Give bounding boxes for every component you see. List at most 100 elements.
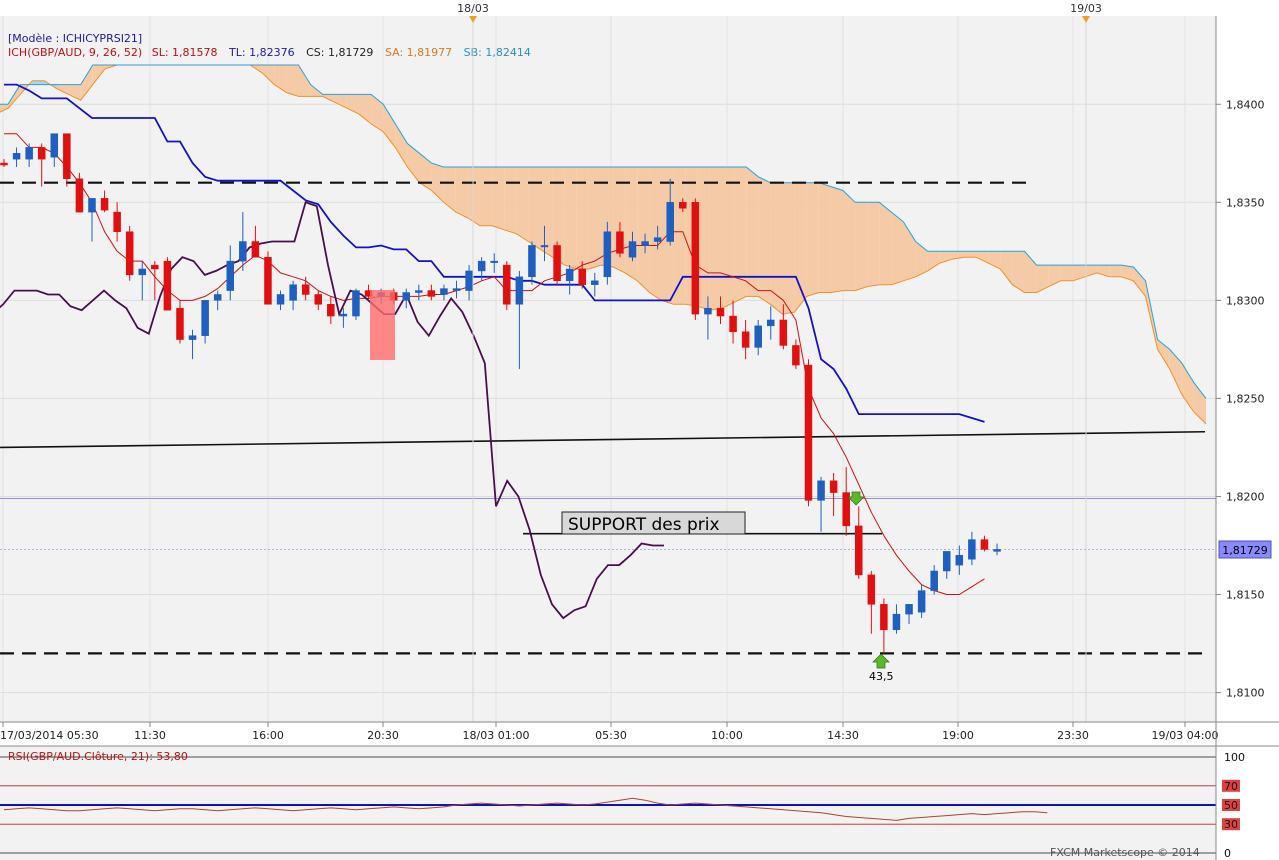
cloud-segment	[988, 251, 1001, 269]
highlight-zone	[370, 290, 395, 360]
cloud-segment	[830, 186, 843, 293]
cloud-segment	[274, 65, 287, 93]
rsi-title: RSI(GBP/AUD.Clôture, 21): 53,80	[8, 750, 188, 763]
candle-body	[201, 300, 209, 336]
cloud-segment	[1048, 265, 1061, 287]
cloud-segment	[709, 167, 722, 311]
candle-body	[0, 162, 8, 166]
senkou-b-line	[0, 64, 1207, 399]
x-tick-label: 20:30	[367, 729, 399, 742]
candle-body	[63, 133, 71, 180]
candle-body	[490, 260, 498, 263]
x-tick-label: 23:30	[1057, 729, 1089, 742]
cloud-segment	[298, 65, 311, 97]
candle-body	[12, 153, 21, 160]
candle-body	[427, 290, 436, 297]
candle-body	[754, 325, 762, 348]
cloud-segment	[552, 167, 565, 266]
candle-body	[226, 260, 235, 291]
candle-body	[301, 284, 310, 295]
y-tick-label: 1,8200	[1226, 490, 1265, 503]
candle-body	[905, 604, 913, 615]
cloud-segment	[516, 167, 529, 242]
price-axis: 1,8400 1,8350 1,8300 1,8250 1,8200 1,8150 1,81…	[1216, 98, 1265, 700]
candle-body	[477, 260, 486, 272]
cloud-segment	[867, 202, 880, 287]
cloud-segment	[806, 182, 819, 297]
cloud-segment	[637, 167, 650, 293]
footer-credit: FXCM Marketscope © 2014	[1050, 846, 1200, 859]
candle-body	[528, 245, 536, 278]
cloud-segment	[407, 143, 420, 183]
candle-body	[440, 288, 448, 295]
y-tick-label: 1,8150	[1226, 589, 1265, 602]
cloud-segment	[1072, 265, 1085, 281]
ich-label: ICH(GBP/AUD, 9, 26, 52)	[8, 46, 142, 59]
x-tick-label: 19:00	[942, 729, 974, 742]
marker-triangle-icon	[469, 16, 477, 23]
rsi-panel	[0, 746, 1216, 860]
cloud-segment	[697, 167, 710, 311]
cloud-segment	[794, 182, 807, 313]
candle-body	[276, 294, 285, 305]
candle-body	[855, 525, 863, 576]
cloud-segment	[1169, 349, 1182, 395]
cloud-segment	[68, 84, 81, 101]
candle-body	[515, 276, 524, 305]
candle-body	[565, 268, 574, 282]
candle-body	[264, 256, 272, 305]
cloud-segment	[722, 167, 735, 309]
support-label-box	[561, 511, 746, 535]
cloud-segment	[746, 167, 759, 297]
candle-body	[415, 290, 423, 293]
top-marker-2: 19/03	[1070, 2, 1102, 722]
sb-label: SB: 1,82414	[464, 46, 531, 59]
cloud-segment	[8, 84, 21, 109]
x-tick-label: 11:30	[134, 729, 166, 742]
cloud-segment	[540, 167, 553, 258]
chikou-line	[0, 201, 664, 620]
candle-body	[616, 231, 624, 254]
cloud-segment	[1121, 265, 1134, 281]
tl-label: TL: 1,82376	[228, 46, 295, 59]
cloud-segment	[927, 251, 940, 271]
candle-body	[930, 570, 938, 591]
time-axis-panel	[0, 722, 1279, 746]
rsi-level-label: 50	[1224, 799, 1238, 812]
cloud-segment	[80, 65, 93, 101]
ichimoku-cloud	[0, 64, 1207, 425]
candle-body	[741, 331, 750, 348]
price-tag-box	[1218, 540, 1272, 559]
cloud-segment	[891, 212, 904, 285]
candle-body	[943, 551, 951, 572]
candle-body	[817, 480, 825, 501]
candle-body	[151, 264, 159, 270]
cloud-segment	[443, 167, 456, 213]
cloud-segment	[625, 167, 638, 281]
down-arrow-icon	[847, 491, 865, 506]
cloud-segment	[770, 182, 783, 315]
top-marker-label-2: 19/03	[1070, 2, 1102, 15]
rsi-level-label: 70	[1224, 780, 1238, 793]
cloud-segment	[1060, 265, 1073, 281]
candle-body	[729, 315, 737, 332]
candle-body	[213, 294, 222, 301]
sl-label: SL: 1,81578	[152, 46, 218, 59]
cloud-segment	[758, 176, 771, 305]
candle-body	[716, 307, 725, 317]
x-tick-label: 10:00	[711, 729, 743, 742]
x-tick-label: 17/03/2014 05:30	[0, 729, 99, 742]
cloud-segment	[92, 65, 105, 85]
y-tick-label: 1,8350	[1226, 196, 1265, 209]
cloud-segment	[1133, 267, 1146, 297]
top-marker-label-1: 18/03	[457, 2, 489, 15]
top-marker-1: 18/03	[457, 2, 489, 722]
cloud-segment	[0, 104, 9, 113]
candle-body	[968, 539, 976, 560]
candle-body	[176, 307, 184, 340]
model-label: [Modèle : ICHICYPRSI21]	[8, 32, 142, 45]
rsi-level-badge	[1222, 799, 1240, 811]
x-tick-label: 18/03 01:00	[463, 729, 530, 742]
cloud-segment	[1193, 382, 1206, 424]
candle-body	[339, 313, 348, 317]
